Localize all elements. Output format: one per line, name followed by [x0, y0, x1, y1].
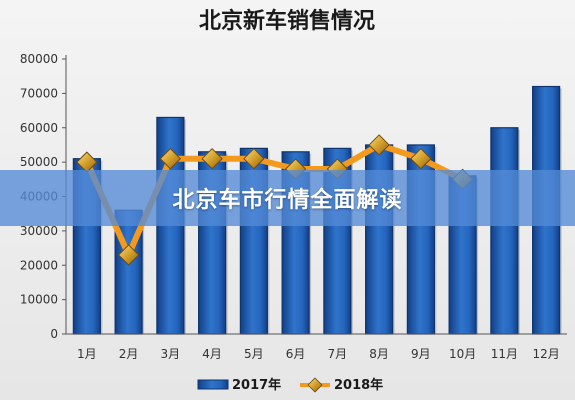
legend-label-2018: 2018年 — [334, 377, 383, 393]
x-tick-label: 4月 — [202, 347, 222, 361]
x-tick-label: 12月 — [532, 347, 559, 361]
x-tick-label: 3月 — [161, 347, 181, 361]
y-tick-label: 60000 — [20, 121, 58, 135]
point-marker — [117, 244, 140, 266]
point-marker — [243, 147, 265, 170]
legend-label-2017: 2017年 — [232, 377, 281, 393]
point-marker — [159, 147, 182, 170]
overlay-banner: 北京车市行情全面解读 — [0, 170, 575, 226]
x-tick-label: 2月 — [119, 347, 139, 361]
x-tick-label: 9月 — [411, 347, 431, 361]
legend: 2017年 2018年 — [197, 377, 383, 393]
x-tick-label: 6月 — [286, 347, 306, 361]
x-tick-label: 1月 — [77, 347, 97, 361]
x-tick-label: 5月 — [244, 347, 264, 361]
x-tick-label: 11月 — [491, 347, 518, 361]
y-tick-label: 0 — [50, 327, 58, 341]
legend-swatch-2017 — [197, 379, 229, 390]
point-marker — [368, 134, 390, 156]
y-tick-label: 20000 — [20, 258, 58, 272]
y-tick-label: 10000 — [20, 293, 58, 307]
point-marker — [201, 147, 223, 170]
x-tick-label: 10月 — [449, 347, 476, 361]
y-axis: 0100002000030000400005000060000700008000… — [20, 52, 67, 341]
chart-title: 北京新车销售情况 — [199, 8, 375, 34]
y-tick-label: 70000 — [20, 86, 58, 100]
overlay-banner-text: 北京车市行情全面解读 — [172, 188, 403, 213]
y-tick-label: 30000 — [20, 224, 58, 238]
x-tick-label: 8月 — [369, 347, 389, 361]
legend-swatch-2018-marker — [307, 377, 323, 393]
y-tick-label: 80000 — [20, 52, 58, 66]
y-tick-label: 50000 — [20, 155, 58, 169]
bar — [490, 127, 519, 335]
x-axis: 1月 2月 3月 4月 5月 6月 7月 8月 9月 10月 11月 12月 — [66, 333, 567, 361]
point-marker — [410, 147, 432, 170]
x-tick-label: 7月 — [328, 347, 348, 361]
